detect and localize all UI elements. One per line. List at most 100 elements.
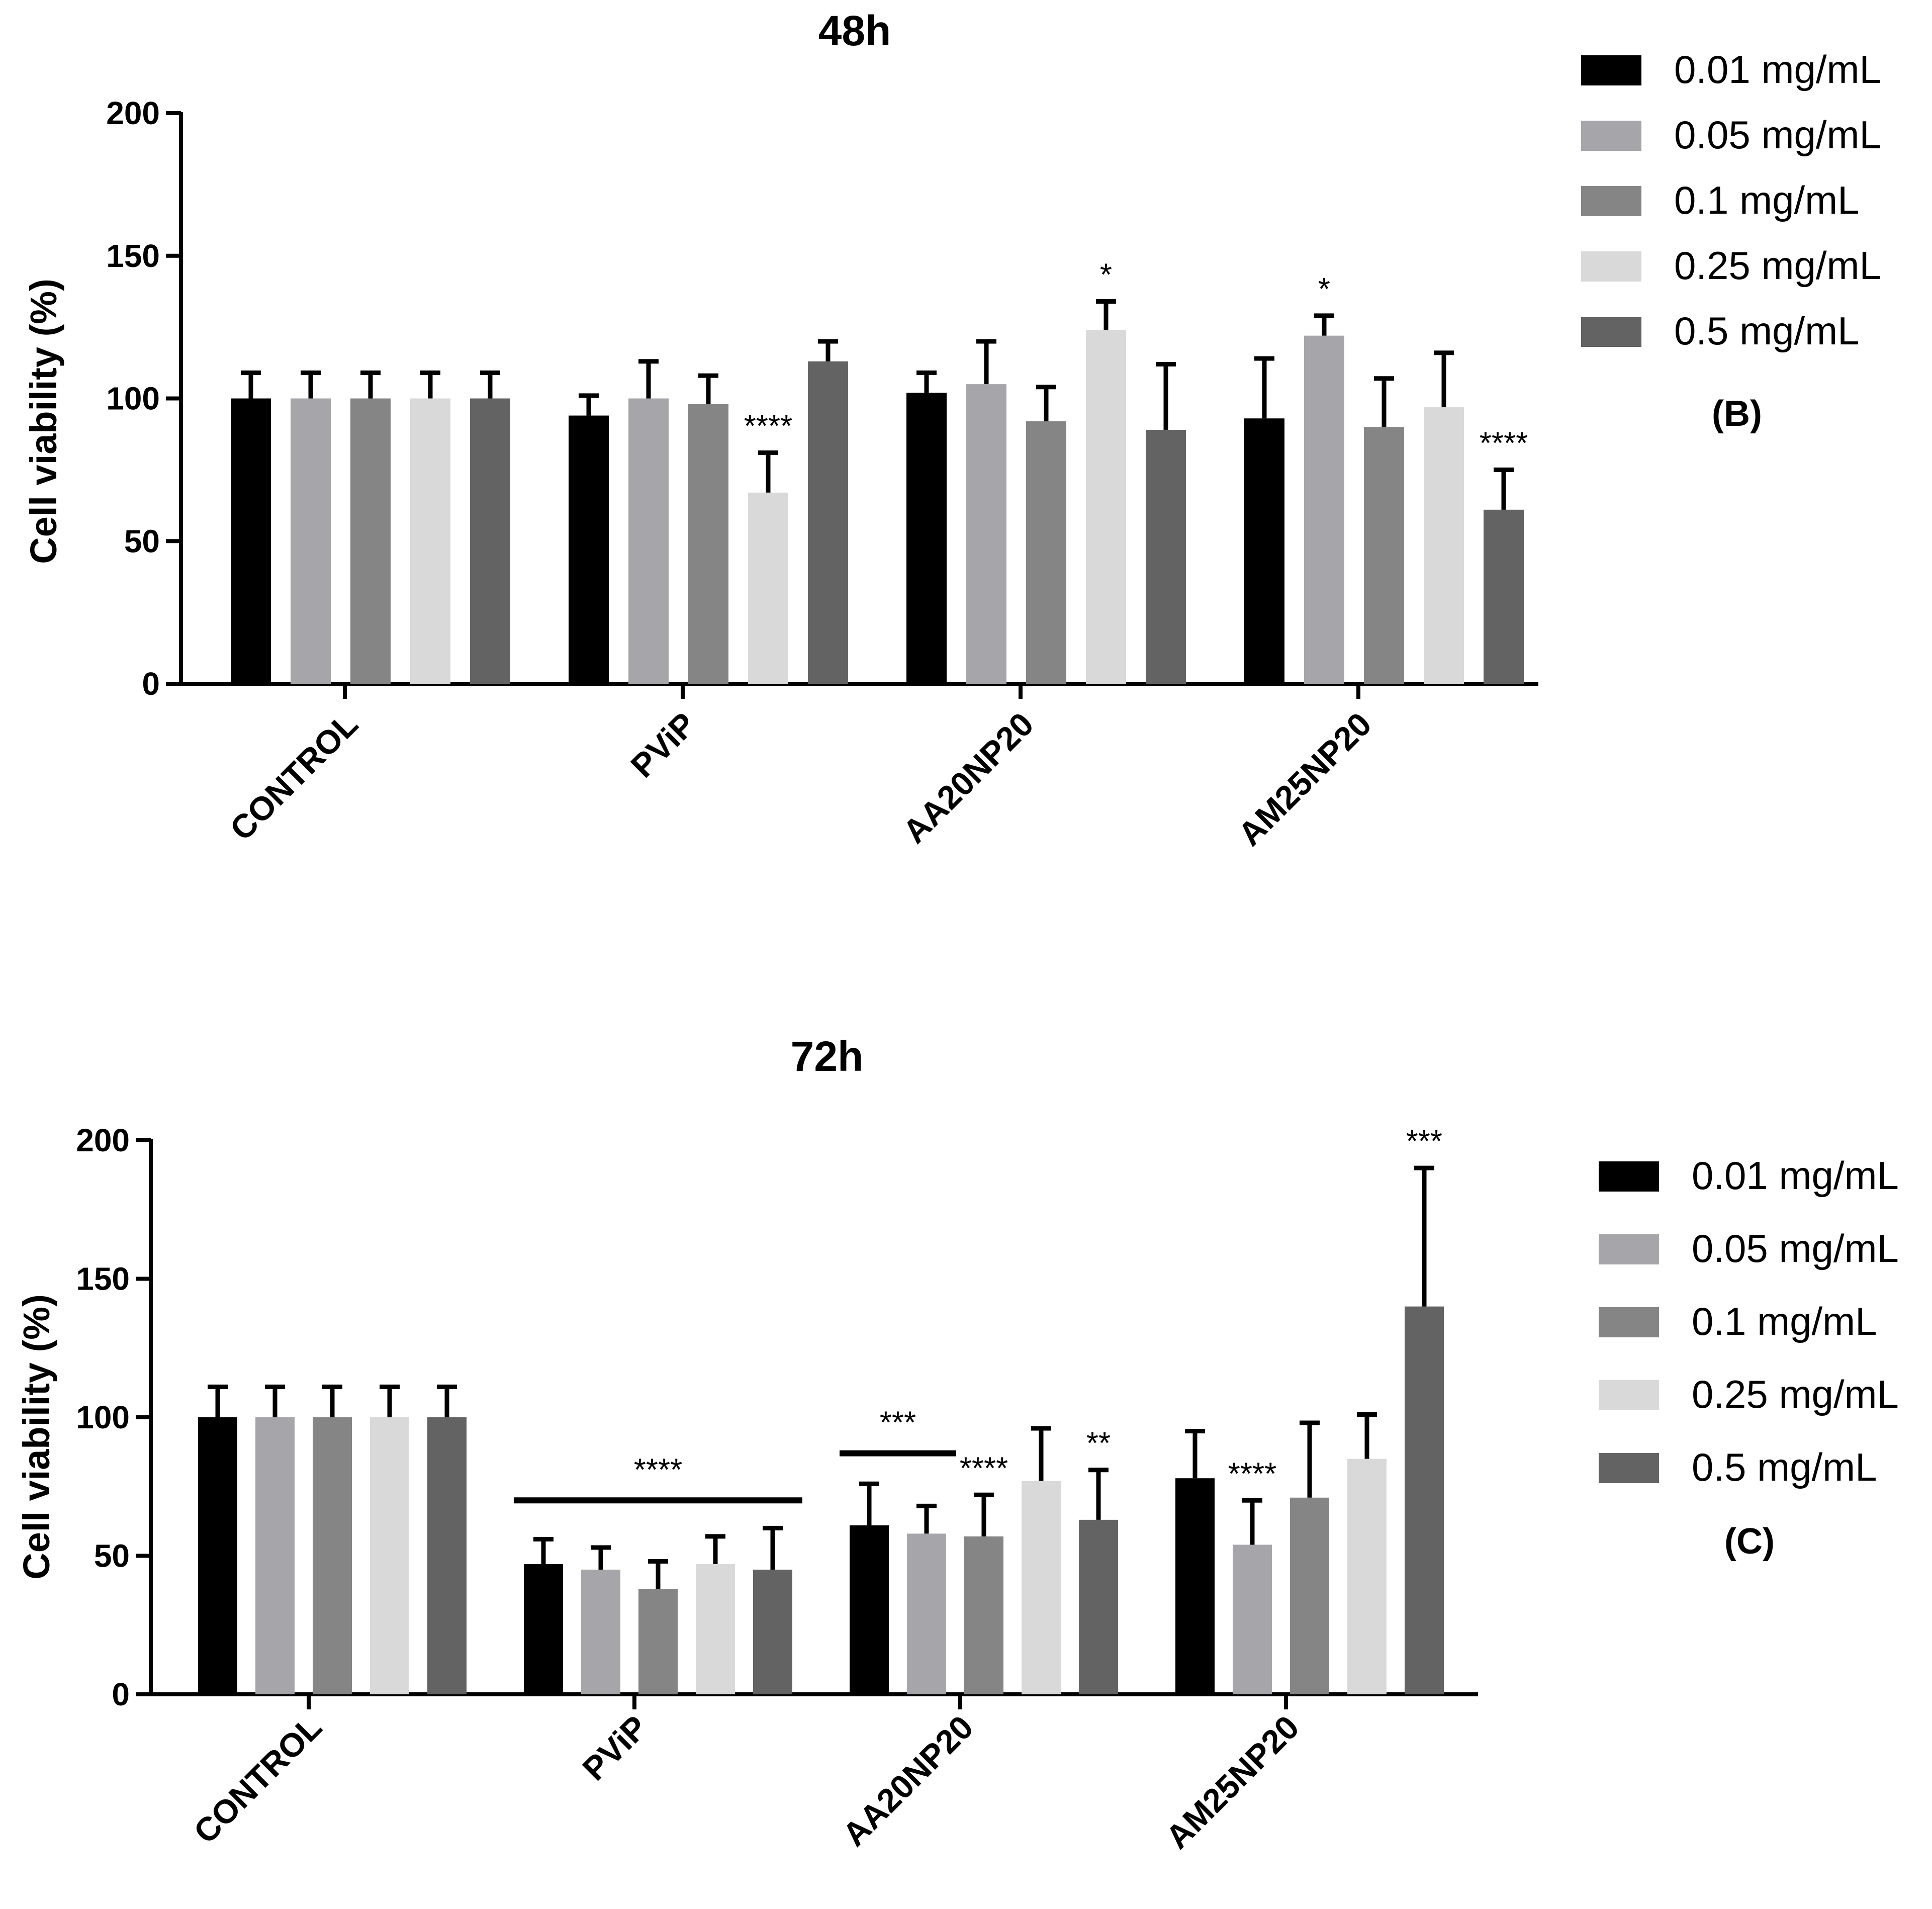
legend-swatch [1581,186,1641,216]
legend: 0.01 mg/mL 0.05 mg/mL 0.1 mg/mL 0.25 mg/… [1599,1153,1899,1489]
legend-label: 0.01 mg/mL [1674,47,1881,92]
bar [198,1417,237,1694]
legend-label: 0.1 mg/mL [1692,1299,1877,1343]
bar [748,492,788,684]
bar [1347,1459,1387,1694]
legend-swatch [1599,1307,1659,1337]
legend-label: 0.5 mg/mL [1674,309,1859,353]
y-tick-label: 50 [94,1538,130,1574]
significance-label: * [1318,272,1330,307]
bar [581,1570,620,1694]
bar [1086,330,1126,684]
significance-label: **** [744,409,793,443]
legend-item: 0.05 mg/mL [1581,113,1881,157]
bar [907,1533,946,1694]
bar [850,1525,889,1694]
bar [1424,407,1464,684]
legend-swatch [1581,55,1641,85]
panel-label: (C) [1724,1521,1775,1562]
legend-swatch [1581,121,1641,151]
bar [638,1589,678,1694]
bar [966,384,1006,684]
chart-panel-48h: 48h Cell viability (%) (B) 0.01 mg/mL 0.… [23,7,1881,853]
legend-label: 0.01 mg/mL [1692,1153,1899,1198]
significance-label: ** [1086,1426,1111,1461]
legend-label: 0.25 mg/mL [1692,1372,1899,1416]
bar [1233,1544,1272,1694]
bar [1484,509,1524,684]
bar [628,398,669,684]
chart-title: 48h [818,7,891,54]
significance-label: **** [1228,1457,1277,1491]
bar [906,393,947,684]
legend-item: 0.5 mg/mL [1581,309,1859,353]
significance-label: **** [960,1451,1008,1486]
bar [410,398,450,684]
legend-item: 0.25 mg/mL [1581,243,1881,288]
significance-label: *** [880,1406,916,1440]
legend-item: 0.5 mg/mL [1599,1445,1877,1489]
bar [524,1564,563,1694]
bar [808,361,848,684]
bar [1022,1481,1061,1694]
significance-label: *** [1406,1124,1442,1159]
legend: 0.01 mg/mL 0.05 mg/mL 0.1 mg/mL 0.25 mg/… [1581,47,1881,353]
bar [964,1536,1003,1694]
bar [1304,335,1344,684]
y-tick-label: 200 [106,95,160,131]
legend-swatch [1599,1161,1659,1192]
legend-swatch [1599,1453,1659,1483]
legend-swatch [1599,1380,1659,1410]
significance-label: * [1100,258,1112,293]
legend-swatch [1581,251,1641,282]
chart-title: 72h [791,1033,864,1080]
bar [370,1417,409,1694]
bar [427,1417,467,1694]
chart-panel-72h: 72h Cell viability (%) (C) 0.01 mg/mL 0.… [16,1033,1899,1856]
y-tick-label: 100 [106,381,160,417]
bar [231,398,271,684]
legend-label: 0.5 mg/mL [1692,1445,1877,1489]
y-tick-label: 50 [124,523,160,559]
bar [470,398,510,684]
bar [688,404,728,684]
y-tick-label: 200 [76,1122,130,1158]
bar [350,398,391,684]
bar [291,398,331,684]
y-tick-label: 150 [76,1261,130,1297]
legend-item: 0.1 mg/mL [1599,1299,1877,1343]
legend-label: 0.1 mg/mL [1674,178,1859,222]
legend-label: 0.05 mg/mL [1692,1226,1899,1270]
bar [313,1417,352,1694]
bar [1146,429,1186,684]
bar [255,1417,295,1694]
legend-item: 0.1 mg/mL [1581,178,1859,222]
bar [753,1570,792,1694]
significance-label: **** [1480,426,1528,461]
y-tick-label: 0 [112,1676,130,1712]
y-axis-title: Cell viability (%) [23,279,64,564]
bar [1405,1306,1444,1694]
legend-label: 0.05 mg/mL [1674,113,1881,157]
bar [1290,1497,1329,1694]
bar [1175,1478,1215,1694]
y-tick-label: 100 [76,1399,130,1435]
legend-item: 0.05 mg/mL [1599,1226,1899,1270]
significance-label: **** [634,1452,683,1487]
bar [1079,1519,1118,1694]
legend-label: 0.25 mg/mL [1674,243,1881,288]
legend-swatch [1599,1234,1659,1264]
bar [569,415,609,684]
bar [696,1564,735,1694]
panel-label: (B) [1712,394,1762,434]
legend-item: 0.25 mg/mL [1599,1372,1899,1416]
y-tick-label: 150 [106,238,160,274]
bar [1026,421,1066,684]
bar [1244,418,1284,684]
bar [1364,427,1404,684]
legend-item: 0.01 mg/mL [1599,1153,1899,1198]
y-tick-label: 0 [142,666,160,702]
y-axis-title: Cell viability (%) [16,1294,57,1579]
legend-swatch [1581,317,1641,347]
